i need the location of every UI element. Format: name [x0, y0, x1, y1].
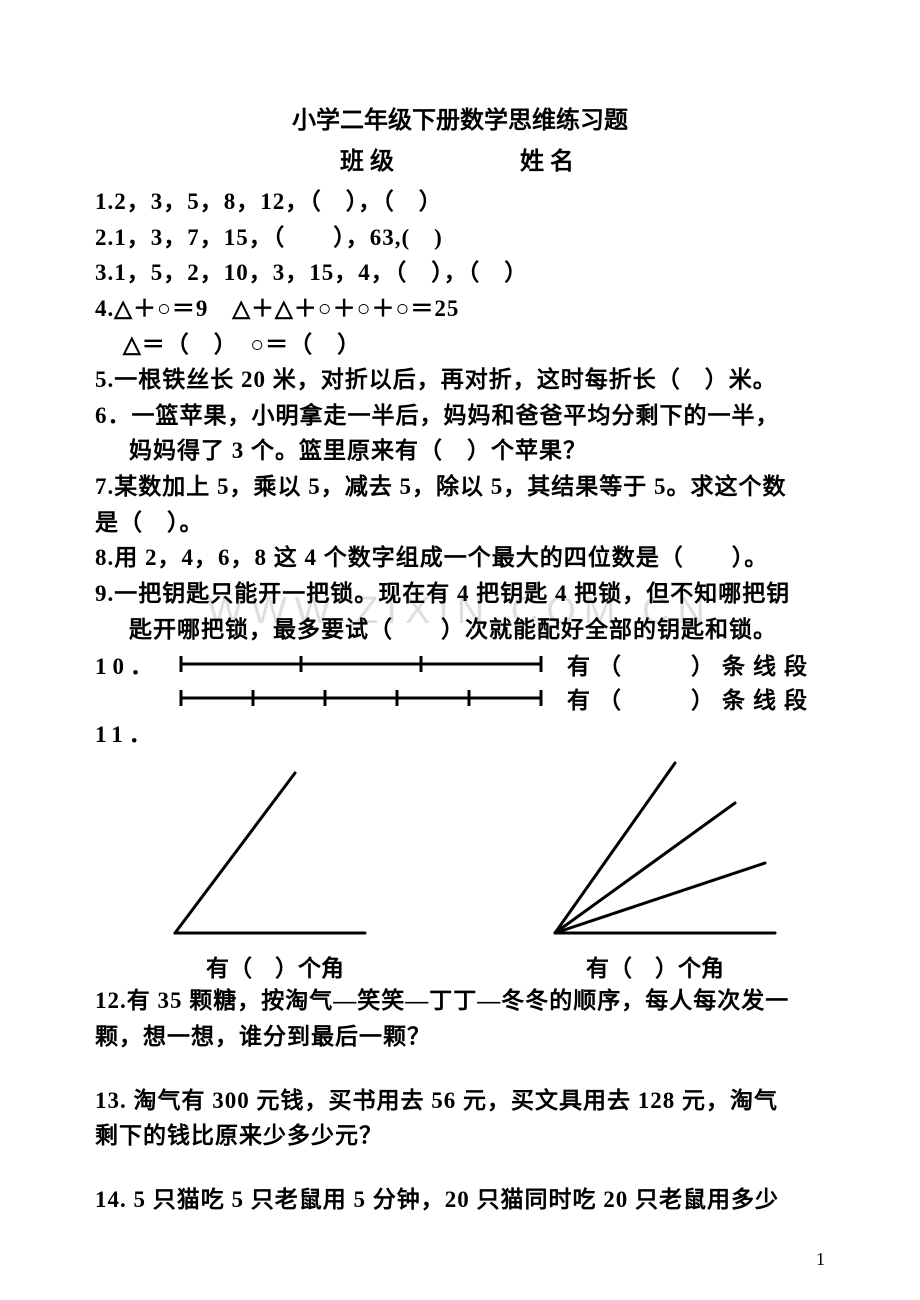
page-number: 1	[816, 1249, 825, 1270]
question-9-line1: 9.一把钥匙只能开一把锁。现在有 4 把钥匙 4 把锁，但不知哪把钥	[95, 576, 825, 612]
angle-figure-1-container: 有（ ）个角	[155, 753, 395, 983]
question-3: 3.1，5，2，10，3，15，4，（ ），（ ）	[95, 255, 825, 291]
angle-1-label: 有（ ）个角	[206, 949, 344, 983]
angle-2-label: 有（ ）个角	[586, 949, 724, 983]
question-7-line1: 7.某数加上 5，乘以 5，减去 5，除以 5，其结果等于 5。求这个数	[95, 469, 825, 505]
question-10-row1: 10． 有（ ）条线段	[95, 647, 825, 681]
angle-figure-2-container: 有（ ）个角	[525, 753, 785, 983]
spacer-1	[95, 1055, 825, 1083]
class-name-fields: 班级 姓名	[95, 141, 825, 176]
question-14: 14. 5 只猫吃 5 只老鼠用 5 分钟，20 只猫同时吃 20 只老鼠用多少	[95, 1182, 825, 1218]
question-6-line2: 妈妈得了 3 个。篮里原来有（ ）个苹果？	[95, 433, 825, 469]
line-segment-figure-1	[171, 650, 551, 678]
question-11-label: 11．	[95, 715, 825, 749]
question-7-line2: 是（ ）。	[95, 505, 825, 541]
question-4-line2: △＝（ ） ○＝（ ）	[95, 327, 825, 363]
question-11-figures: 有（ ）个角 有（ ）个角	[95, 753, 825, 983]
question-10-label: 10．	[95, 647, 165, 681]
question-1: 1.2，3，5，8，12，（ ），（ ）	[95, 184, 825, 220]
question-13-line2: 剩下的钱比原来少多少元？	[95, 1118, 825, 1154]
question-5: 5.一根铁丝长 20 米，对折以后，再对折，这时每折长（ ）米。	[95, 362, 825, 398]
question-10-text2: 有（ ）条线段	[567, 681, 815, 715]
question-12-line1: 12.有 35 颗糖，按淘气—笑笑—丁丁—冬冬的顺序，每人每次发一	[95, 983, 825, 1019]
worksheet-title: 小学二年级下册数学思维练习题	[95, 100, 825, 135]
question-10-text1: 有（ ）条线段	[567, 647, 815, 681]
question-10-row2: 有（ ）条线段	[95, 681, 825, 715]
question-4-line1: 4.△＋○＝9 △＋△＋○＋○＋○＝25	[95, 291, 825, 327]
question-9-line2: 匙开哪把锁，最多要试（ ）次就能配好全部的钥匙和锁。	[95, 612, 825, 648]
angle-figure-1	[155, 753, 395, 943]
angle-figure-2	[525, 753, 785, 943]
question-13-line1: 13. 淘气有 300 元钱，买书用去 56 元，买文具用去 128 元，淘气	[95, 1083, 825, 1119]
spacer-2	[95, 1154, 825, 1182]
line-segment-figure-2	[171, 684, 551, 712]
question-8: 8.用 2，4，6，8 这 4 个数字组成一个最大的四位数是（ ）。	[95, 540, 825, 576]
question-12-line2: 颗，想一想，谁分到最后一颗？	[95, 1019, 825, 1055]
question-6-line1: 6．一篮苹果，小明拿走一半后，妈妈和爸爸平均分剩下的一半，	[95, 398, 825, 434]
question-2: 2.1，3，7，15，（ ），63,( )	[95, 220, 825, 256]
